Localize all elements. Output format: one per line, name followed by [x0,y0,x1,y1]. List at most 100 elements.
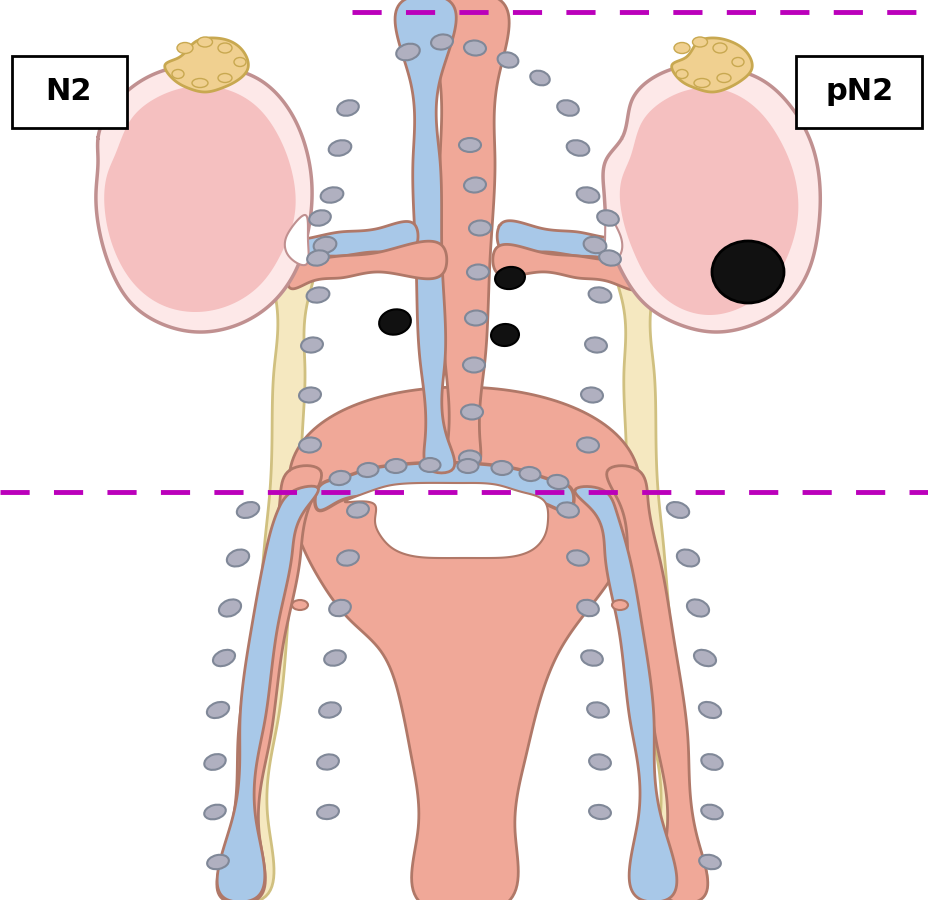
Ellipse shape [219,599,241,616]
Ellipse shape [599,250,620,266]
Ellipse shape [557,502,578,518]
Ellipse shape [588,287,611,302]
Text: N2: N2 [45,77,92,106]
Ellipse shape [314,237,336,253]
Ellipse shape [226,550,249,566]
Ellipse shape [320,187,343,202]
Ellipse shape [463,177,485,193]
Polygon shape [287,221,418,268]
Ellipse shape [666,502,689,518]
Ellipse shape [319,702,341,717]
Ellipse shape [357,463,378,477]
Ellipse shape [347,502,368,518]
Ellipse shape [237,502,259,518]
Ellipse shape [207,855,228,869]
Ellipse shape [379,310,410,335]
Ellipse shape [460,404,483,419]
Ellipse shape [385,459,406,473]
Polygon shape [671,38,752,92]
Ellipse shape [465,310,486,326]
Polygon shape [394,0,456,472]
Ellipse shape [491,461,512,475]
Ellipse shape [329,471,350,485]
Ellipse shape [557,100,578,116]
Ellipse shape [686,599,708,616]
Ellipse shape [698,702,720,718]
Ellipse shape [576,437,599,453]
Polygon shape [613,247,706,900]
Ellipse shape [693,650,715,666]
Ellipse shape [691,37,707,47]
Ellipse shape [497,52,518,68]
Ellipse shape [306,287,329,302]
Ellipse shape [701,805,722,819]
Ellipse shape [580,388,602,402]
Ellipse shape [588,805,611,819]
Ellipse shape [712,43,727,53]
Ellipse shape [693,78,709,87]
Text: pN2: pN2 [825,77,893,106]
Ellipse shape [716,74,730,83]
Ellipse shape [301,338,323,353]
Ellipse shape [583,237,606,253]
Ellipse shape [581,651,602,666]
Polygon shape [104,86,295,312]
Ellipse shape [547,475,568,489]
Ellipse shape [337,100,358,116]
Polygon shape [496,220,642,270]
Ellipse shape [458,451,481,465]
Ellipse shape [419,458,440,472]
Ellipse shape [291,600,308,610]
Ellipse shape [458,138,481,152]
Polygon shape [574,487,677,900]
Ellipse shape [324,651,345,666]
Polygon shape [217,486,318,900]
Ellipse shape [309,211,330,226]
Ellipse shape [585,338,606,353]
Polygon shape [492,245,642,290]
Ellipse shape [329,140,351,156]
Polygon shape [216,465,321,900]
Ellipse shape [530,71,549,86]
Polygon shape [220,246,316,900]
Polygon shape [619,88,797,315]
Polygon shape [287,241,446,289]
Ellipse shape [204,754,226,770]
Polygon shape [604,215,622,265]
Ellipse shape [677,550,699,566]
Ellipse shape [495,267,524,289]
Polygon shape [164,38,248,92]
Ellipse shape [218,74,232,83]
Ellipse shape [491,324,519,346]
Ellipse shape [396,44,419,60]
Ellipse shape [307,250,329,266]
Ellipse shape [469,220,491,236]
Ellipse shape [676,69,688,78]
Ellipse shape [566,140,588,156]
Polygon shape [315,463,574,511]
Polygon shape [344,483,548,558]
Polygon shape [434,0,509,473]
Ellipse shape [519,467,540,481]
Ellipse shape [576,599,599,616]
Ellipse shape [586,702,608,717]
Polygon shape [285,215,308,266]
Ellipse shape [213,650,235,666]
Ellipse shape [462,357,484,373]
Polygon shape [606,465,707,900]
Ellipse shape [337,550,358,566]
Polygon shape [289,387,639,900]
Ellipse shape [699,855,720,869]
FancyBboxPatch shape [12,56,127,128]
Ellipse shape [576,187,599,202]
Ellipse shape [316,805,339,819]
Ellipse shape [588,754,611,770]
Ellipse shape [431,34,453,50]
Ellipse shape [177,42,193,53]
Ellipse shape [467,265,488,280]
Ellipse shape [731,58,743,67]
Ellipse shape [299,388,320,402]
Ellipse shape [711,241,783,303]
Ellipse shape [192,78,208,87]
Ellipse shape [566,550,588,566]
